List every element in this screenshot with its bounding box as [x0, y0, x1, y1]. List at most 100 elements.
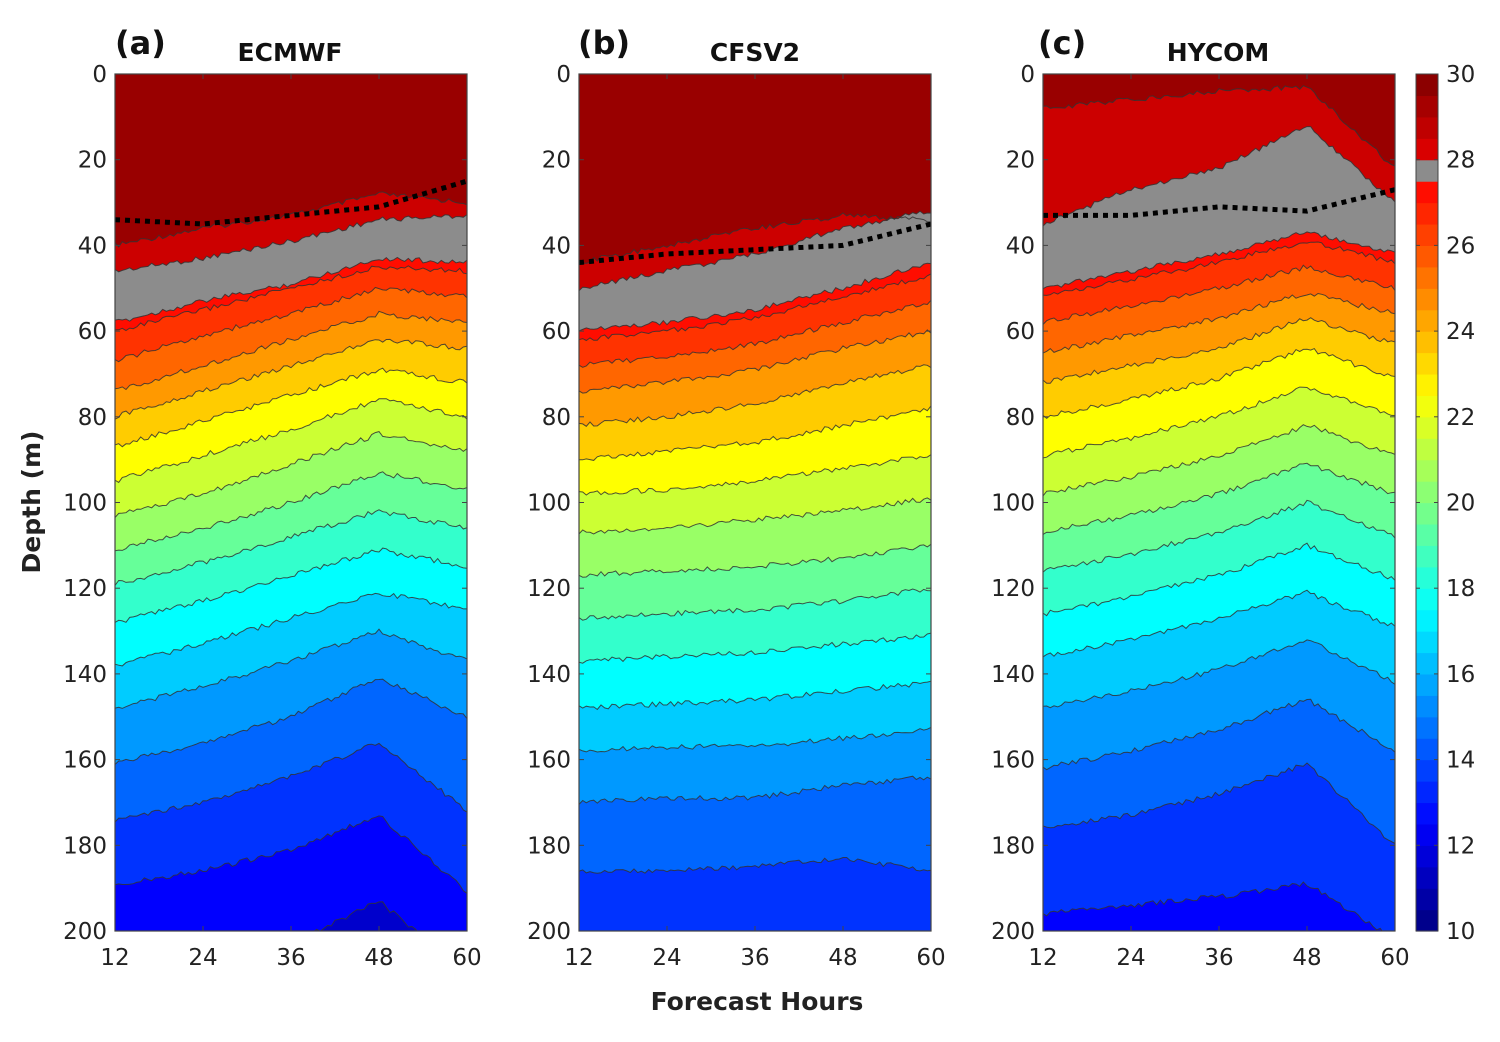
colorbar-swatch	[1416, 223, 1438, 246]
isotherm-line-29	[579, 212, 931, 264]
y-tick-label: 0	[1020, 62, 1035, 88]
x-tick-label: 60	[452, 945, 481, 971]
colorbar-swatch	[1416, 502, 1438, 525]
isotherm-line-14	[579, 857, 931, 874]
isotherm-line-22	[115, 398, 467, 484]
isotherm-line-20	[579, 543, 931, 578]
isotherm-line-28	[579, 210, 931, 292]
mixed-layer-depth-line	[579, 221, 931, 265]
y-axis-label: Depth (m)	[17, 431, 46, 574]
colorbar-swatch	[1416, 181, 1438, 204]
colorbar-tick-label: 22	[1446, 405, 1475, 431]
colorbar-swatch	[1416, 845, 1438, 868]
colorbar-swatch	[1416, 545, 1438, 568]
x-tick-label: 24	[652, 945, 681, 971]
colorbar-tick-label: 16	[1446, 662, 1475, 688]
isotherm-line-17	[579, 680, 931, 711]
isotherm-line-27.5	[1043, 231, 1395, 290]
isotherm-line-16	[115, 628, 467, 709]
isotherm-line-26	[115, 286, 467, 363]
x-tick-label: 60	[916, 945, 945, 971]
x-tick-label: 48	[1292, 945, 1321, 971]
colorbar-swatch	[1416, 116, 1438, 139]
isotherm-line-25	[579, 329, 931, 394]
colorbar-swatch	[1416, 652, 1438, 675]
colorbar-swatch	[1416, 95, 1438, 118]
y-tick-label: 200	[63, 919, 107, 945]
y-tick-label: 180	[527, 833, 571, 859]
colorbar-swatch	[1416, 481, 1438, 504]
y-tick-label: 100	[63, 491, 107, 517]
colorbar-swatch	[1416, 759, 1438, 782]
y-tick-label: 140	[63, 662, 107, 688]
y-tick-label: 140	[527, 662, 571, 688]
isotherm-line-23	[115, 367, 467, 448]
isotherm-line-27	[115, 265, 467, 332]
isotherm-line-15	[579, 775, 931, 805]
isotherm-line-16	[1043, 639, 1395, 709]
x-tick-label: 12	[564, 945, 593, 971]
colorbar-swatch	[1416, 523, 1438, 546]
x-tick-label: 36	[1204, 945, 1233, 971]
isotherm-line-20	[1043, 462, 1395, 535]
colorbar-swatch	[1416, 588, 1438, 611]
isotherm-line-29	[1043, 85, 1395, 167]
y-tick-label: 20	[1006, 148, 1035, 174]
isotherm-line-15	[115, 678, 467, 765]
isotherm-line-14	[115, 742, 467, 823]
isotherm-line-18	[579, 632, 931, 664]
y-tick-label: 20	[78, 148, 107, 174]
isotherm-line-16	[579, 726, 931, 753]
panel-tag: (c)	[1038, 24, 1086, 62]
colorbar-swatch	[1416, 74, 1438, 97]
x-tick-label: 12	[100, 945, 129, 971]
isotherm-line-29	[115, 191, 467, 248]
colorbar-swatch	[1416, 352, 1438, 375]
isotherm-line-21	[115, 431, 467, 518]
y-tick-label: 20	[542, 148, 571, 174]
isotherm-line-26	[579, 299, 931, 368]
y-tick-label: 120	[991, 576, 1035, 602]
colorbar-tick-label: 18	[1446, 576, 1475, 602]
isotherm-line-21	[1043, 424, 1395, 497]
isotherm-line-25	[1043, 292, 1395, 354]
isotherm-line-24	[115, 338, 467, 420]
colorbar-swatch	[1416, 716, 1438, 739]
colorbar-tick-label: 10	[1446, 919, 1475, 945]
x-tick-label: 24	[1116, 945, 1145, 971]
colorbar-tick-label: 24	[1446, 319, 1475, 345]
isotherm-line-22	[579, 454, 931, 496]
colorbar-tick-label: 14	[1446, 748, 1475, 774]
colorbar-swatch	[1416, 288, 1438, 311]
y-tick-label: 80	[1006, 405, 1035, 431]
y-tick-label: 60	[542, 319, 571, 345]
colorbar-swatch	[1416, 138, 1438, 161]
x-tick-label: 12	[1028, 945, 1057, 971]
colorbar-swatch	[1416, 609, 1438, 632]
isotherm-line-25	[115, 310, 467, 391]
y-tick-label: 120	[63, 576, 107, 602]
isotherm-line-24	[1043, 317, 1395, 384]
x-tick-label: 24	[188, 945, 217, 971]
isotherm-line-27	[579, 273, 931, 342]
colorbar-swatch	[1416, 673, 1438, 696]
y-tick-label: 80	[542, 405, 571, 431]
y-tick-label: 140	[991, 662, 1035, 688]
x-axis-label: Forecast Hours	[651, 987, 864, 1016]
y-tick-label: 160	[63, 748, 107, 774]
contour-band-14	[579, 857, 931, 931]
isotherm-line-18	[1043, 542, 1395, 617]
isotherm-line-27.5	[115, 256, 467, 322]
colorbar-swatch	[1416, 373, 1438, 396]
colorbar-swatch	[1416, 459, 1438, 482]
x-tick-label: 60	[1380, 945, 1409, 971]
y-tick-label: 200	[527, 919, 571, 945]
colorbar-swatch	[1416, 781, 1438, 804]
colorbar-swatch	[1416, 331, 1438, 354]
y-tick-label: 40	[1006, 233, 1035, 259]
colorbar-swatch	[1416, 802, 1438, 825]
isotherm-line-28	[115, 214, 467, 273]
x-tick-label: 48	[364, 945, 393, 971]
y-tick-label: 60	[78, 319, 107, 345]
